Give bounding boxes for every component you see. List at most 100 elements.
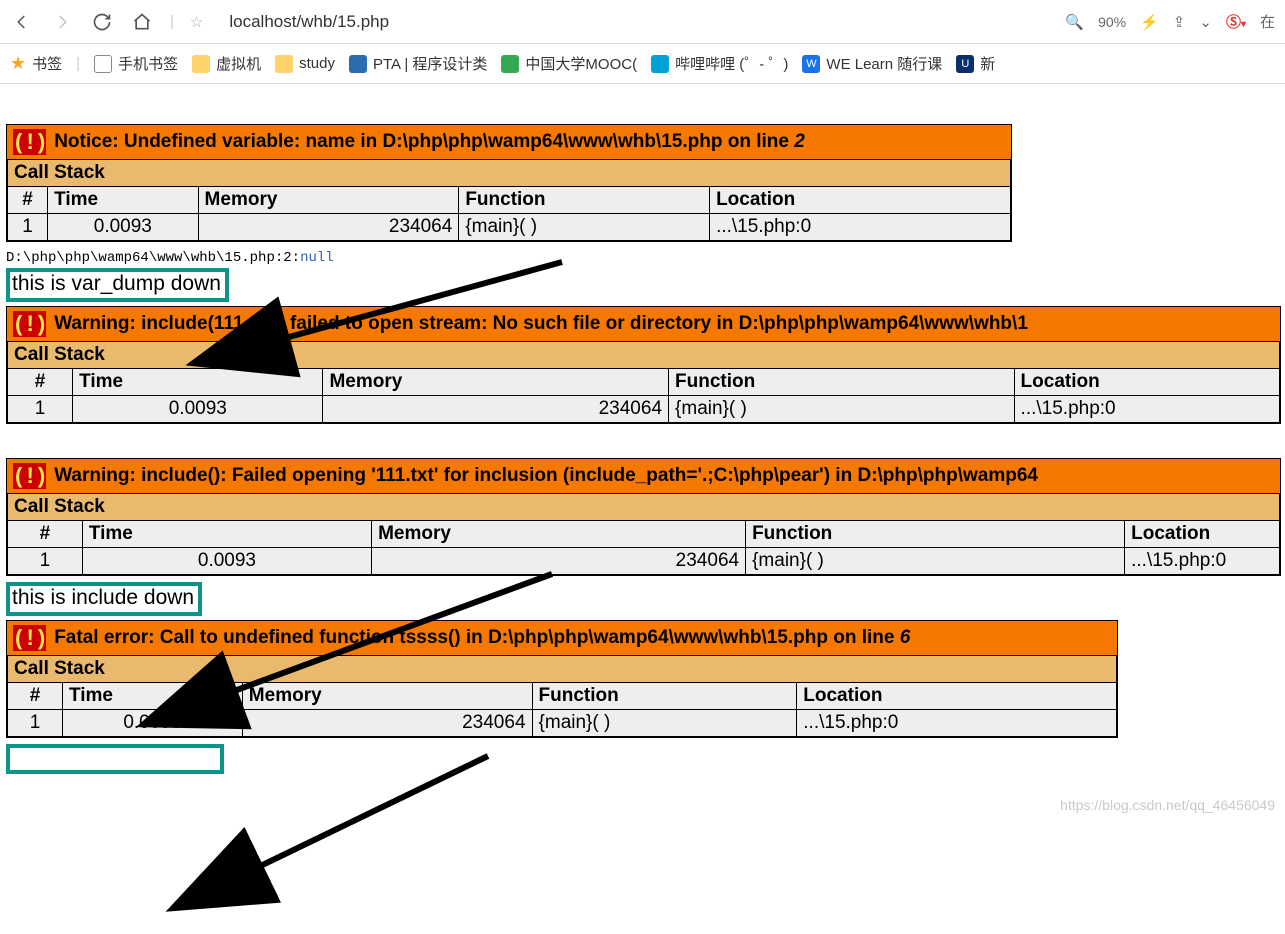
error-message: Warning: include(): Failed opening '111.…	[54, 465, 1038, 487]
bookmarks-bar: ★书签 | 手机书签 虚拟机 study PTA | 程序设计类 中国大学MOO…	[0, 44, 1285, 84]
cell: {main}( )	[532, 710, 797, 737]
col-time: Time	[48, 187, 198, 214]
share-icon[interactable]: ⇪	[1173, 13, 1186, 31]
error-message: Notice: Undefined variable: name in D:\p…	[54, 131, 794, 152]
cell: ...\15.php:0	[1014, 396, 1279, 423]
bookmark-label: 虚拟机	[216, 53, 261, 74]
reload-button[interactable]	[90, 10, 114, 34]
bookmark-main[interactable]: ★ 书签	[10, 53, 62, 74]
pta-icon	[349, 55, 367, 73]
col-function: Function	[746, 521, 1125, 548]
phone-icon	[94, 55, 112, 73]
bookmark-label: 书签	[32, 53, 62, 74]
favorite-star-icon[interactable]: ☆	[190, 13, 203, 31]
dropdown-icon[interactable]: ⌄	[1199, 13, 1212, 31]
bookmark-mobile[interactable]: 手机书签	[94, 53, 178, 74]
table-row: 1 0.0093 234064 {main}( ) ...\15.php:0	[8, 214, 1011, 241]
bookmark-vm[interactable]: 虚拟机	[192, 53, 261, 74]
col-time: Time	[82, 521, 371, 548]
bookmark-label: study	[299, 55, 335, 72]
col-memory: Memory	[323, 369, 669, 396]
bookmark-pta[interactable]: PTA | 程序设计类	[349, 53, 487, 74]
sogou-icon[interactable]: Ⓢ▾	[1226, 11, 1246, 32]
xdebug-warning-1: ( ! ) Warning: include(111.txt): failed …	[6, 306, 1281, 424]
bookmark-label: 哔哩哔哩 (゜- ゜)	[675, 53, 788, 74]
bookmark-label: 中国大学MOOC(	[525, 53, 637, 74]
zoom-icon[interactable]: 🔍	[1065, 13, 1084, 31]
cell: 234064	[242, 710, 532, 737]
col-num: #	[8, 187, 48, 214]
cell: 1	[8, 214, 48, 241]
home-button[interactable]	[130, 10, 154, 34]
bookmark-mooc[interactable]: 中国大学MOOC(	[501, 53, 637, 74]
call-stack-table: Call Stack # Time Memory Function Locati…	[7, 159, 1011, 241]
text-right: 在	[1260, 11, 1275, 32]
bang-icon: ( ! )	[13, 129, 46, 155]
cell: 0.0093	[73, 396, 323, 423]
cell: ...\15.php:0	[797, 710, 1117, 737]
table-row: 1 0.0093 234064 {main}( ) ...\15.php:0	[8, 396, 1280, 423]
call-stack-table: Call Stack # Time Memory Function Locati…	[7, 493, 1280, 575]
col-location: Location	[710, 187, 1011, 214]
xdebug-notice: ( ! ) Notice: Undefined variable: name i…	[6, 124, 1012, 242]
col-location: Location	[1125, 521, 1280, 548]
col-function: Function	[459, 187, 710, 214]
call-stack-heading: Call Stack	[8, 494, 1280, 521]
col-time: Time	[62, 683, 242, 710]
bang-icon: ( ! )	[13, 625, 46, 651]
cell: {main}( )	[459, 214, 710, 241]
back-button[interactable]	[10, 10, 34, 34]
col-memory: Memory	[372, 521, 746, 548]
star-icon: ★	[10, 53, 26, 74]
zoom-level: 90%	[1098, 14, 1126, 30]
error-line: 2	[794, 131, 805, 152]
cell: ...\15.php:0	[710, 214, 1011, 241]
folder-icon	[275, 55, 293, 73]
error-line: 6	[900, 627, 911, 648]
cell: 234064	[372, 548, 746, 575]
bookmark-bili[interactable]: 哔哩哔哩 (゜- ゜)	[651, 53, 788, 74]
bookmark-label: 新	[980, 53, 995, 74]
col-function: Function	[532, 683, 797, 710]
call-stack-table: Call Stack # Time Memory Function Locati…	[7, 655, 1117, 737]
bookmark-label: 手机书签	[118, 53, 178, 74]
vardump-path: D:\php\php\wamp64\www\whb\15.php:2:	[6, 250, 300, 266]
cell: {main}( )	[669, 396, 1015, 423]
browser-toolbar: | ☆ localhost/whb/15.php 🔍90% ⚡ ⇪ ⌄ Ⓢ▾ 在	[0, 0, 1285, 44]
address-bar[interactable]: localhost/whb/15.php	[219, 12, 1049, 32]
col-num: #	[8, 683, 63, 710]
bookmark-label: PTA | 程序设计类	[373, 53, 487, 74]
mooc-icon	[501, 55, 519, 73]
bolt-icon[interactable]: ⚡	[1140, 13, 1159, 31]
forward-button[interactable]	[50, 10, 74, 34]
col-memory: Memory	[242, 683, 532, 710]
error-header: ( ! ) Fatal error: Call to undefined fun…	[7, 621, 1117, 655]
bookmark-new[interactable]: U新	[956, 53, 995, 74]
call-stack-heading: Call Stack	[8, 342, 1280, 369]
cell: 234064	[323, 396, 669, 423]
call-stack-heading: Call Stack	[8, 160, 1011, 187]
bang-icon: ( ! )	[13, 463, 46, 489]
watermark: https://blog.csdn.net/qq_46456049	[1060, 797, 1275, 813]
highlight-var-dump: this is var_dump down	[6, 268, 229, 302]
cell: ...\15.php:0	[1125, 548, 1280, 575]
cell: 0.0093	[82, 548, 371, 575]
cell: 0.0093	[48, 214, 198, 241]
col-time: Time	[73, 369, 323, 396]
col-location: Location	[797, 683, 1117, 710]
bookmark-study[interactable]: study	[275, 55, 335, 73]
bookmark-welearn[interactable]: WWE Learn 随行课	[802, 53, 942, 74]
welearn-icon: W	[802, 55, 820, 73]
cell: {main}( )	[746, 548, 1125, 575]
call-stack-heading: Call Stack	[8, 656, 1117, 683]
error-header: ( ! ) Warning: include(111.txt): failed …	[7, 307, 1280, 341]
col-location: Location	[1014, 369, 1279, 396]
cell: 1	[8, 710, 63, 737]
cell: 0.0093	[62, 710, 242, 737]
col-num: #	[8, 521, 83, 548]
error-message: Fatal error: Call to undefined function …	[54, 627, 900, 648]
vardump-value: null	[300, 250, 334, 266]
cell: 1	[8, 548, 83, 575]
bang-icon: ( ! )	[13, 311, 46, 337]
col-memory: Memory	[198, 187, 459, 214]
